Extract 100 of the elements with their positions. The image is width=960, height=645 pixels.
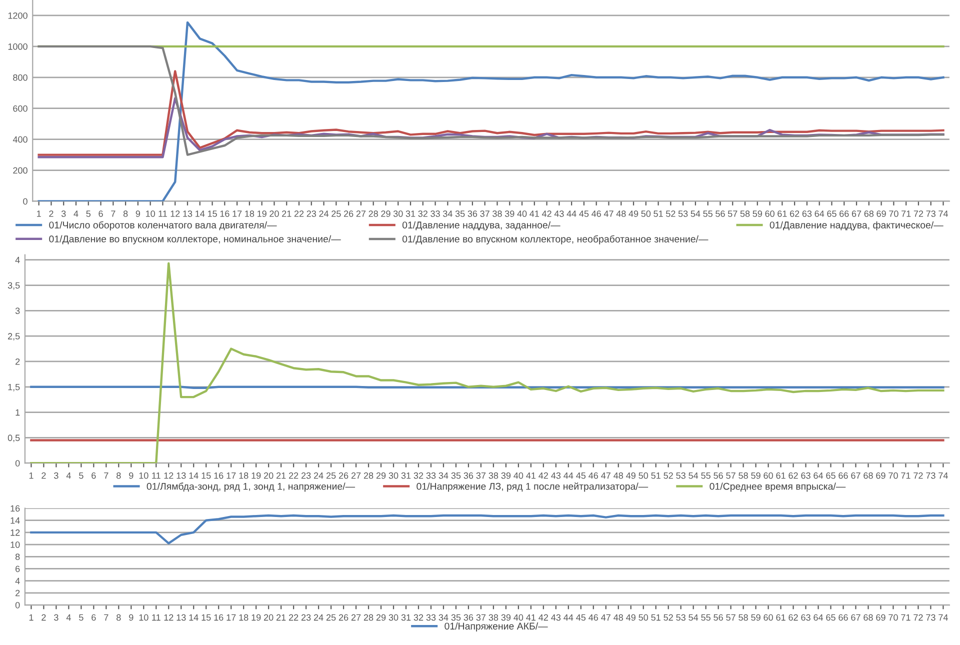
- x-tick-label: 41: [526, 472, 536, 479]
- x-tick-label: 26: [338, 472, 348, 479]
- x-tick-label: 40: [517, 210, 527, 217]
- x-tick-label: 71: [902, 210, 911, 217]
- x-tick-label: 15: [202, 614, 211, 621]
- x-tick-label: 55: [701, 472, 710, 479]
- y-tick-label: 600: [13, 105, 28, 112]
- x-tick-label: 47: [601, 472, 610, 479]
- x-tick-label: 14: [189, 472, 198, 479]
- x-tick-label: 65: [827, 210, 836, 217]
- x-tick-label: 58: [738, 614, 748, 621]
- x-tick-label: 44: [564, 614, 574, 621]
- x-tick-label: 19: [252, 614, 261, 621]
- x-tick-label: 50: [638, 614, 648, 621]
- x-tick-label: 18: [245, 210, 254, 217]
- x-tick-label: 65: [826, 614, 836, 621]
- x-tick-label: 48: [616, 210, 626, 217]
- legend-label: 01/Лямбда-зонд, ряд 1, зонд 1, напряжение/—: [146, 482, 356, 492]
- x-tick-label: 52: [664, 614, 673, 621]
- x-tick-label: 46: [588, 472, 598, 479]
- x-tick-label: 11: [152, 472, 160, 479]
- x-tick-label: 73: [926, 614, 936, 621]
- x-tick-label: 12: [170, 210, 180, 217]
- y-tick-label: 10: [10, 542, 20, 548]
- x-tick-label: 38: [488, 472, 498, 479]
- x-tick-label: 47: [604, 210, 614, 217]
- x-tick-label: 52: [666, 210, 676, 217]
- x-tick-label: 8: [116, 472, 121, 479]
- x-tick-label: 11: [158, 210, 167, 217]
- x-tick-label: 55: [701, 614, 710, 621]
- legend-label: 01/Число оборотов коленчатого вала двигателя/—: [49, 221, 277, 230]
- x-tick-label: 18: [239, 472, 248, 479]
- x-tick-label: 2: [42, 614, 46, 621]
- x-tick-label: 57: [726, 614, 736, 621]
- line-series: [30, 262, 944, 464]
- x-tick-label: 13: [183, 210, 192, 217]
- x-tick-label: 31: [401, 614, 411, 621]
- x-tick-label: 3: [61, 210, 66, 217]
- x-tick-label: 4: [66, 472, 71, 479]
- x-tick-label: 40: [514, 614, 524, 621]
- legend-label: 01/Напряжение АКБ/—: [444, 622, 548, 632]
- x-tick-label: 66: [840, 210, 849, 217]
- x-tick-label: 19: [258, 210, 266, 217]
- x-tick-label: 1: [29, 614, 34, 621]
- x-tick-label: 72: [914, 210, 924, 217]
- x-tick-label: 73: [926, 472, 936, 479]
- x-tick-label: 2: [42, 472, 46, 479]
- x-tick-label: 54: [690, 210, 700, 217]
- x-tick-label: 5: [79, 472, 84, 479]
- x-tick-label: 43: [551, 614, 561, 621]
- x-tick-label: 9: [129, 472, 134, 479]
- x-tick-label: 67: [851, 614, 860, 621]
- x-tick-label: 2: [49, 210, 54, 217]
- x-tick-label: 4: [74, 210, 78, 217]
- x-tick-label: 68: [864, 472, 873, 479]
- x-tick-label: 60: [765, 210, 774, 217]
- x-tick-label: 6: [92, 614, 96, 621]
- x-tick-label: 4: [66, 614, 71, 621]
- x-tick-label: 46: [588, 614, 598, 621]
- x-tick-label: 50: [641, 210, 651, 217]
- x-tick-label: 1: [37, 210, 41, 217]
- x-tick-label: 61: [776, 472, 786, 479]
- x-tick-label: 59: [751, 472, 760, 479]
- x-tick-label: 3: [54, 614, 58, 621]
- y-tick-label: 4: [15, 256, 20, 264]
- x-tick-label: 32: [414, 614, 424, 621]
- x-tick-label: 17: [226, 614, 236, 621]
- x-tick-label: 6: [98, 210, 103, 217]
- x-tick-label: 69: [876, 614, 886, 621]
- x-tick-label: 50: [638, 472, 648, 479]
- x-tick-label: 5: [79, 614, 84, 621]
- x-tick-label: 62: [790, 210, 800, 217]
- x-tick-label: 48: [614, 614, 624, 621]
- x-tick-label: 10: [139, 472, 148, 479]
- x-tick-label: 62: [788, 472, 798, 479]
- x-tick-label: 27: [351, 472, 361, 479]
- x-tick-label: 54: [688, 472, 698, 479]
- x-tick-label: 31: [401, 472, 411, 479]
- x-tick-label: 29: [376, 614, 386, 621]
- x-tick-label: 70: [888, 614, 898, 621]
- x-tick-label: 34: [438, 614, 448, 621]
- x-tick-label: 53: [676, 472, 686, 479]
- x-tick-label: 24: [314, 472, 324, 479]
- x-tick-label: 21: [276, 614, 286, 621]
- x-tick-label: 45: [576, 472, 586, 479]
- x-tick-label: 35: [451, 614, 461, 621]
- x-tick-label: 64: [814, 614, 824, 621]
- x-tick-label: 56: [716, 210, 725, 217]
- x-tick-label: 21: [276, 472, 286, 479]
- x-tick-label: 30: [388, 614, 398, 621]
- x-tick-label: 13: [176, 472, 186, 479]
- x-tick-label: 58: [740, 210, 750, 217]
- x-tick-label: 46: [592, 210, 601, 217]
- x-tick-label: 27: [351, 614, 361, 621]
- x-tick-label: 31: [406, 210, 416, 217]
- x-tick-label: 43: [551, 472, 561, 479]
- x-tick-label: 66: [838, 472, 848, 479]
- x-tick-label: 66: [838, 614, 848, 621]
- x-tick-label: 74: [938, 614, 948, 621]
- x-tick-label: 32: [418, 210, 428, 217]
